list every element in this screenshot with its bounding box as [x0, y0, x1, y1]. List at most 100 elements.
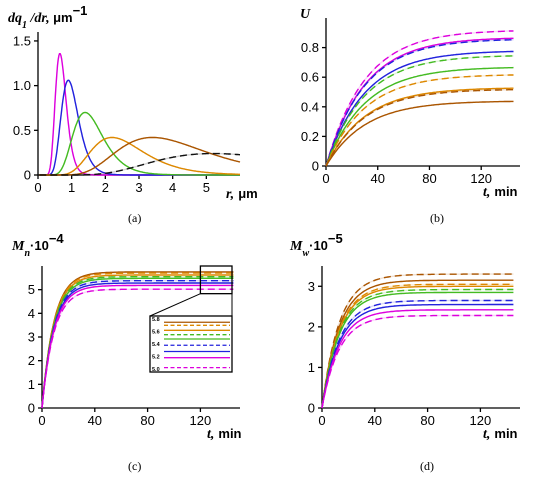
panel-d-label: (d) [420, 459, 434, 473]
panel-a-label: (a) [128, 211, 141, 225]
panel-c-inset-tick-label: 5.6 [152, 330, 160, 336]
panel-a-x-tick-label: 5 [203, 180, 210, 195]
panel-d-series-8 [321, 309, 514, 409]
panel-b-series-4-band [325, 55, 514, 167]
panel-a-xlabel: r, μm [226, 186, 258, 202]
panel-c-plot: 0 40 80 120 0 1 2 3 4 5 5.8 5.6 5.4 5.2 5.0 [28, 265, 240, 428]
panel-d-series-4-band [321, 288, 514, 409]
panel-a-series-3-band [39, 136, 240, 176]
panel-d-series-2 [321, 283, 514, 409]
panel-c-inset-tick-label: 5.4 [152, 342, 161, 348]
panel-a-y-tick-label: 0 [24, 168, 31, 183]
panel-c-label: (c) [128, 459, 141, 473]
panel-d-y-tick-label: 3 [308, 279, 315, 294]
panel-a-x-tick-label: 4 [169, 180, 176, 195]
panel-b-label: (b) [430, 211, 444, 225]
panel-d-series-6 [321, 299, 514, 409]
panel-b-y-tick-label: 0 [312, 159, 319, 174]
panel-c-inset [149, 315, 233, 373]
panel-c-y-tick-label: 3 [28, 330, 35, 345]
panel-d-series-9-band [321, 314, 514, 409]
panel-a-series-4-band [39, 136, 241, 176]
panel-d-y-tick-label: 2 [308, 319, 315, 334]
panel-c-series-4 [41, 277, 234, 409]
panel-a: 0 1 2 3 4 5 0 0.5 1.0 1.5 dq1 /dr, μm−1 r, μm (a) [8, 3, 258, 226]
panel-b-series-6 [325, 74, 514, 167]
panel-b-ylabel: U [300, 7, 311, 22]
panel-d: 0 40 80 120 0 1 2 3 Mw·10−5 t, min (d) [289, 231, 520, 473]
panel-b-series-3 [325, 50, 514, 167]
panel-a-y-tick-label: 1.0 [13, 78, 31, 93]
panel-b-series-0 [325, 30, 514, 167]
panel-d-series-1 [321, 279, 514, 409]
panel-a-x-tick-label: 0 [34, 180, 41, 195]
panel-b-series-9-band [325, 100, 514, 167]
panel-b-series-9 [325, 100, 514, 167]
panel-b-y-tick-label: 0.4 [301, 99, 319, 114]
panel-b-series-2 [325, 39, 514, 167]
panel-c-y-tick-label: 2 [28, 353, 35, 368]
panel-b-y-tick-label: 0.8 [301, 40, 319, 55]
panel-d-series-6-band [321, 299, 514, 409]
panel-d-series-2-band [321, 283, 514, 409]
panel-b-series-2-band [325, 39, 514, 167]
panel-d-series-0-band [321, 273, 514, 409]
panel-b: 0 40 80 120 0 0.2 0.4 0.6 0.8 U t, min (b) [300, 7, 520, 225]
panel-d-plot: 0 40 80 120 0 1 2 3 [308, 266, 520, 428]
panel-c-y-tick-label: 5 [28, 282, 35, 297]
panel-d-series-5 [321, 291, 514, 409]
panel-a-y-tick-label: 0.5 [13, 123, 31, 138]
panel-c-x-tick-label: 0 [38, 413, 45, 428]
panel-c-series-2 [41, 274, 234, 409]
panel-c-y-tick-label: 4 [28, 306, 35, 321]
panel-a-x-tick-label: 3 [135, 180, 142, 195]
panel-a-series-0-band [39, 53, 240, 176]
panel-c-series-3 [41, 276, 234, 409]
panel-a-x-tick-label: 1 [68, 180, 75, 195]
panel-b-x-tick-label: 80 [422, 171, 436, 186]
panel-d-series-7 [321, 303, 514, 409]
panel-c-x-tick-label: 40 [88, 413, 102, 428]
panel-d-y-tick-label: 1 [308, 360, 315, 375]
panel-a-series-5 [39, 152, 240, 176]
panel-d-x-tick-label: 40 [368, 413, 382, 428]
panel-d-series-0 [321, 273, 514, 409]
panel-c-xlabel: t, min [207, 426, 242, 442]
panel-d-ylabel: Mw·10−5 [289, 231, 343, 259]
panel-a-plot: 0 1 2 3 4 5 0 0.5 1.0 1.5 [13, 32, 241, 195]
panel-c-y-tick-label: 0 [28, 401, 35, 416]
panel-a-series-2 [39, 111, 240, 176]
panel-c-series-8 [41, 288, 234, 409]
panel-d-series-3 [321, 285, 514, 409]
panel-b-x-tick-label: 40 [370, 171, 384, 186]
panel-c-inset-tick-label: 5.8 [152, 317, 160, 323]
panel-b-x-tick-label: 0 [322, 171, 329, 186]
panel-a-series-0 [39, 53, 240, 176]
panel-d-x-tick-label: 0 [318, 413, 325, 428]
panel-d-y-tick-label: 0 [308, 401, 315, 416]
panel-a-series-4 [39, 136, 241, 176]
panel-b-y-tick-label: 0.6 [301, 70, 319, 85]
panel-b-x-tick-label: 120 [470, 171, 492, 186]
panel-c-series-5 [41, 280, 234, 409]
panel-d-xlabel: t, min [483, 426, 518, 442]
panel-c-y-tick-label: 1 [28, 377, 35, 392]
panel-d-series-9 [321, 314, 514, 409]
panel-c-inset-tick-label: 5.2 [152, 354, 160, 360]
panel-c-x-tick-label: 80 [140, 413, 154, 428]
panel-a-y-tick-label: 1.5 [13, 33, 31, 48]
panel-a-x-tick-label: 2 [102, 180, 109, 195]
panel-c-ylabel: Mn·10−4 [11, 231, 64, 259]
panel-c-inset-tick-label: 5.0 [152, 367, 160, 373]
panel-b-series-4 [325, 55, 514, 167]
panel-c-series-1 [41, 272, 234, 409]
panel-b-series-7 [325, 87, 514, 167]
panel-b-y-tick-label: 0.2 [301, 129, 319, 144]
panel-c: 0 40 80 120 0 1 2 3 4 5 5.8 5.6 5.4 5.2 5.0 Mn·10−4 t,… [11, 231, 242, 474]
panel-c-series-7 [41, 284, 234, 409]
panel-b-xlabel: t, min [483, 184, 518, 200]
panel-d-x-tick-label: 120 [470, 413, 492, 428]
panel-b-plot: 0 40 80 120 0 0.2 0.4 0.6 0.8 [301, 18, 520, 186]
panel-c-series-0 [41, 271, 234, 409]
panel-b-series-8 [325, 89, 514, 167]
